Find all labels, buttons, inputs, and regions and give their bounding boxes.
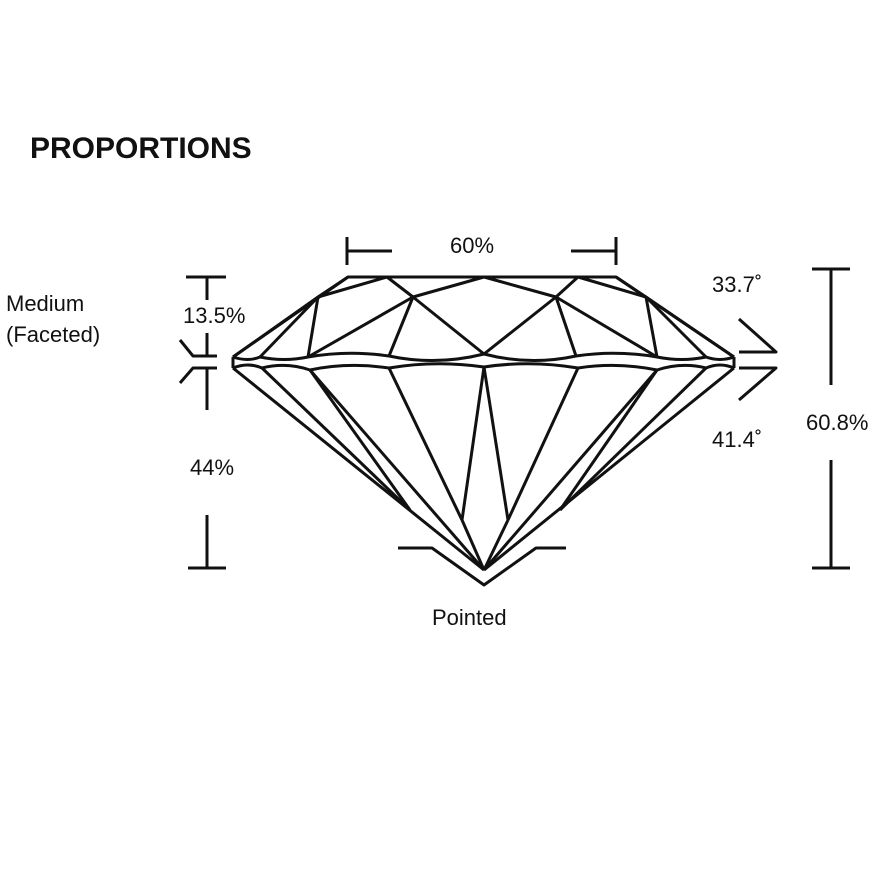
- crown-height-marker: [178, 275, 226, 358]
- diamond-pavilion: [232, 362, 735, 572]
- angle-markers: [738, 317, 778, 402]
- pavilion-depth-marker: [178, 366, 226, 570]
- total-depth-marker: [812, 267, 850, 570]
- total-depth-label: 60.8%: [806, 410, 869, 435]
- culet-label: Pointed: [432, 605, 507, 630]
- girdle-label-line1: Medium: [6, 291, 85, 316]
- table-label: 60%: [450, 233, 495, 258]
- pavilion-depth-label: 44%: [190, 455, 235, 480]
- table-dimension-marker: [345, 237, 618, 265]
- pavilion-angle-label: 41.4˚: [712, 427, 763, 452]
- girdle-label-line2: (Faceted): [6, 322, 101, 347]
- page-title: PROPORTIONS: [30, 132, 252, 165]
- crown-angle-label: 33.7˚: [712, 272, 763, 297]
- culet-marker: [398, 546, 566, 587]
- crown-height-label: 13.5%: [183, 303, 246, 328]
- diamond-crown: [231, 275, 736, 368]
